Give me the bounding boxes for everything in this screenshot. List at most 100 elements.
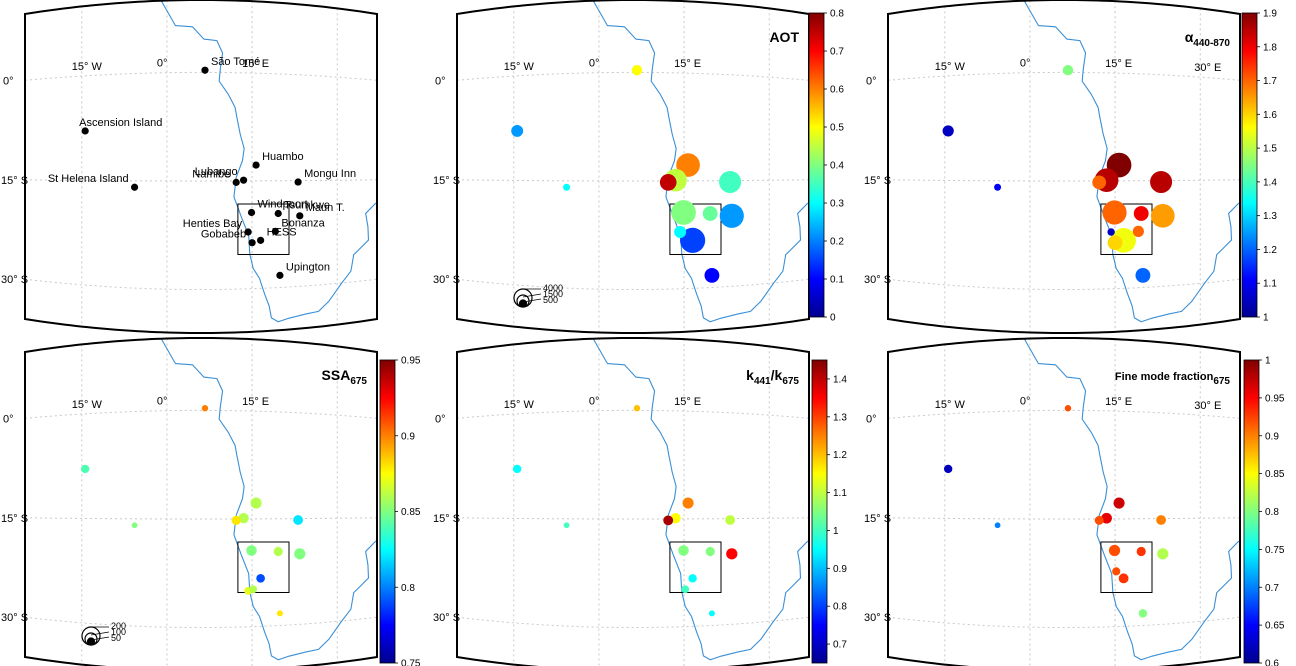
map-frame xyxy=(456,336,810,666)
station-marker xyxy=(252,161,260,169)
colorbar-tick-label: 0.1 xyxy=(830,275,844,286)
colorbar-tick-label: 0.2 xyxy=(830,237,844,248)
station-marker xyxy=(276,271,284,279)
lon-label-30e: 30° E xyxy=(1194,62,1221,74)
colorbar-tick-label: 0.7 xyxy=(833,640,847,651)
colorbar xyxy=(808,12,825,318)
station-marker xyxy=(274,209,282,218)
panel-title: SSA675 xyxy=(322,367,368,387)
colorbar xyxy=(811,359,828,664)
lon-label-15w: 15° W xyxy=(504,399,535,411)
lon-label-15w: 15° W xyxy=(72,61,103,73)
lat-label-0: 0° xyxy=(435,413,446,425)
panel-title: AOT xyxy=(769,29,799,45)
data-point xyxy=(294,548,306,560)
lat-label-0: 0° xyxy=(435,75,446,87)
station-label: Bonanza xyxy=(281,217,325,229)
data-point xyxy=(708,610,715,617)
colorbar-tick-label: 1.3 xyxy=(1263,211,1277,222)
data-point xyxy=(678,545,689,556)
data-point xyxy=(238,512,249,524)
panel-title: k441/k675 xyxy=(746,367,799,387)
lon-label-0: 0° xyxy=(589,58,600,70)
lat-label-0: 0° xyxy=(866,413,877,425)
data-point xyxy=(1101,512,1112,524)
size-legend-circle xyxy=(86,637,96,646)
lat-label-15s: 15° S xyxy=(864,175,891,187)
data-point xyxy=(719,170,742,194)
colorbar-tick-label: 0.95 xyxy=(1265,393,1285,404)
data-point xyxy=(1150,170,1173,194)
data-point xyxy=(682,497,694,509)
station-marker xyxy=(294,178,302,186)
station-marker xyxy=(201,66,209,74)
lon-label-15e: 15° E xyxy=(1105,58,1132,70)
colorbar-tick-label: 0.9 xyxy=(833,564,847,575)
parallel-line xyxy=(887,179,1241,182)
data-point xyxy=(1113,497,1125,509)
station-label: St Helena Island xyxy=(48,173,129,185)
map-panel-stations: 15° W 0° 15° E 0° 15° S 30° S São Tomé Ascensio… xyxy=(1,0,378,335)
data-point xyxy=(671,200,696,225)
station-label: Upington xyxy=(286,261,330,273)
lat-label-30s: 30° S xyxy=(864,274,891,286)
data-point xyxy=(994,183,1002,191)
colorbar-tick-label: 1.9 xyxy=(1263,9,1277,20)
data-point xyxy=(942,125,954,137)
station-marker xyxy=(239,176,248,184)
study-area-box xyxy=(237,541,290,593)
colorbar-tick-label: 0.8 xyxy=(401,583,415,594)
parallel-line xyxy=(24,517,378,520)
data-point xyxy=(705,546,715,557)
lat-label-30s: 30° S xyxy=(433,274,460,286)
parallel-line xyxy=(456,517,810,520)
data-point xyxy=(702,206,718,221)
colorbar-tick-label: 0.95 xyxy=(401,356,421,367)
station-label: Namibe xyxy=(192,168,230,180)
data-point xyxy=(1133,206,1149,221)
lon-label-0: 0° xyxy=(157,396,168,408)
lat-label-15s: 15° S xyxy=(433,175,460,187)
colorbar-tick-label: 0.7 xyxy=(830,47,844,58)
data-point xyxy=(1157,548,1169,560)
station-marker xyxy=(248,239,256,247)
lat-label-0: 0° xyxy=(866,75,877,87)
data-point xyxy=(246,545,257,556)
data-point xyxy=(631,65,643,76)
size-legend-label: 4000 xyxy=(543,283,563,293)
lon-label-0: 0° xyxy=(1020,58,1031,70)
map-frame xyxy=(24,336,378,666)
parallel-line xyxy=(24,179,378,182)
station-label: Lubango xyxy=(195,166,238,178)
colorbar-tick-label: 0.3 xyxy=(830,199,844,210)
colorbar-tick-label: 0.8 xyxy=(833,602,847,613)
data-point xyxy=(1112,567,1121,576)
data-point xyxy=(943,464,953,474)
colorbar-tick-label: 1.3 xyxy=(833,412,847,423)
data-point xyxy=(994,522,1001,529)
data-point xyxy=(511,124,524,137)
lat-label-15s: 15° S xyxy=(433,513,460,525)
data-point xyxy=(1132,225,1144,237)
data-point xyxy=(1118,573,1129,584)
map-panel-aot: 15° W 0° 15° E 0° 15° S 30° S AOT 0 0.1 0.2 0.3 0.4… xyxy=(433,0,844,335)
colorbar-tick-label: 1.8 xyxy=(1263,42,1277,53)
lon-label-15w: 15° W xyxy=(72,399,103,411)
data-point xyxy=(249,585,258,594)
data-point xyxy=(563,522,570,529)
station-label: Ascension Island xyxy=(79,117,162,129)
lon-label-15w: 15° W xyxy=(935,399,966,411)
size-legend-leader xyxy=(522,298,542,303)
size-legend-circle xyxy=(518,299,528,308)
data-point xyxy=(726,548,738,560)
colorbar-tick-label: 1 xyxy=(833,526,839,537)
map-frame xyxy=(887,336,1241,666)
size-legend-label: 500 xyxy=(543,295,558,305)
parallel-line xyxy=(24,616,378,629)
station-label: Tsumkwe xyxy=(284,200,330,212)
map-panel-ssa: 15° W 0° 15° E 0° 15° S 30° S SSA675 0.75 0.8 0.8… xyxy=(1,336,421,666)
station-label: HESS xyxy=(267,226,297,238)
data-point xyxy=(1102,200,1127,225)
